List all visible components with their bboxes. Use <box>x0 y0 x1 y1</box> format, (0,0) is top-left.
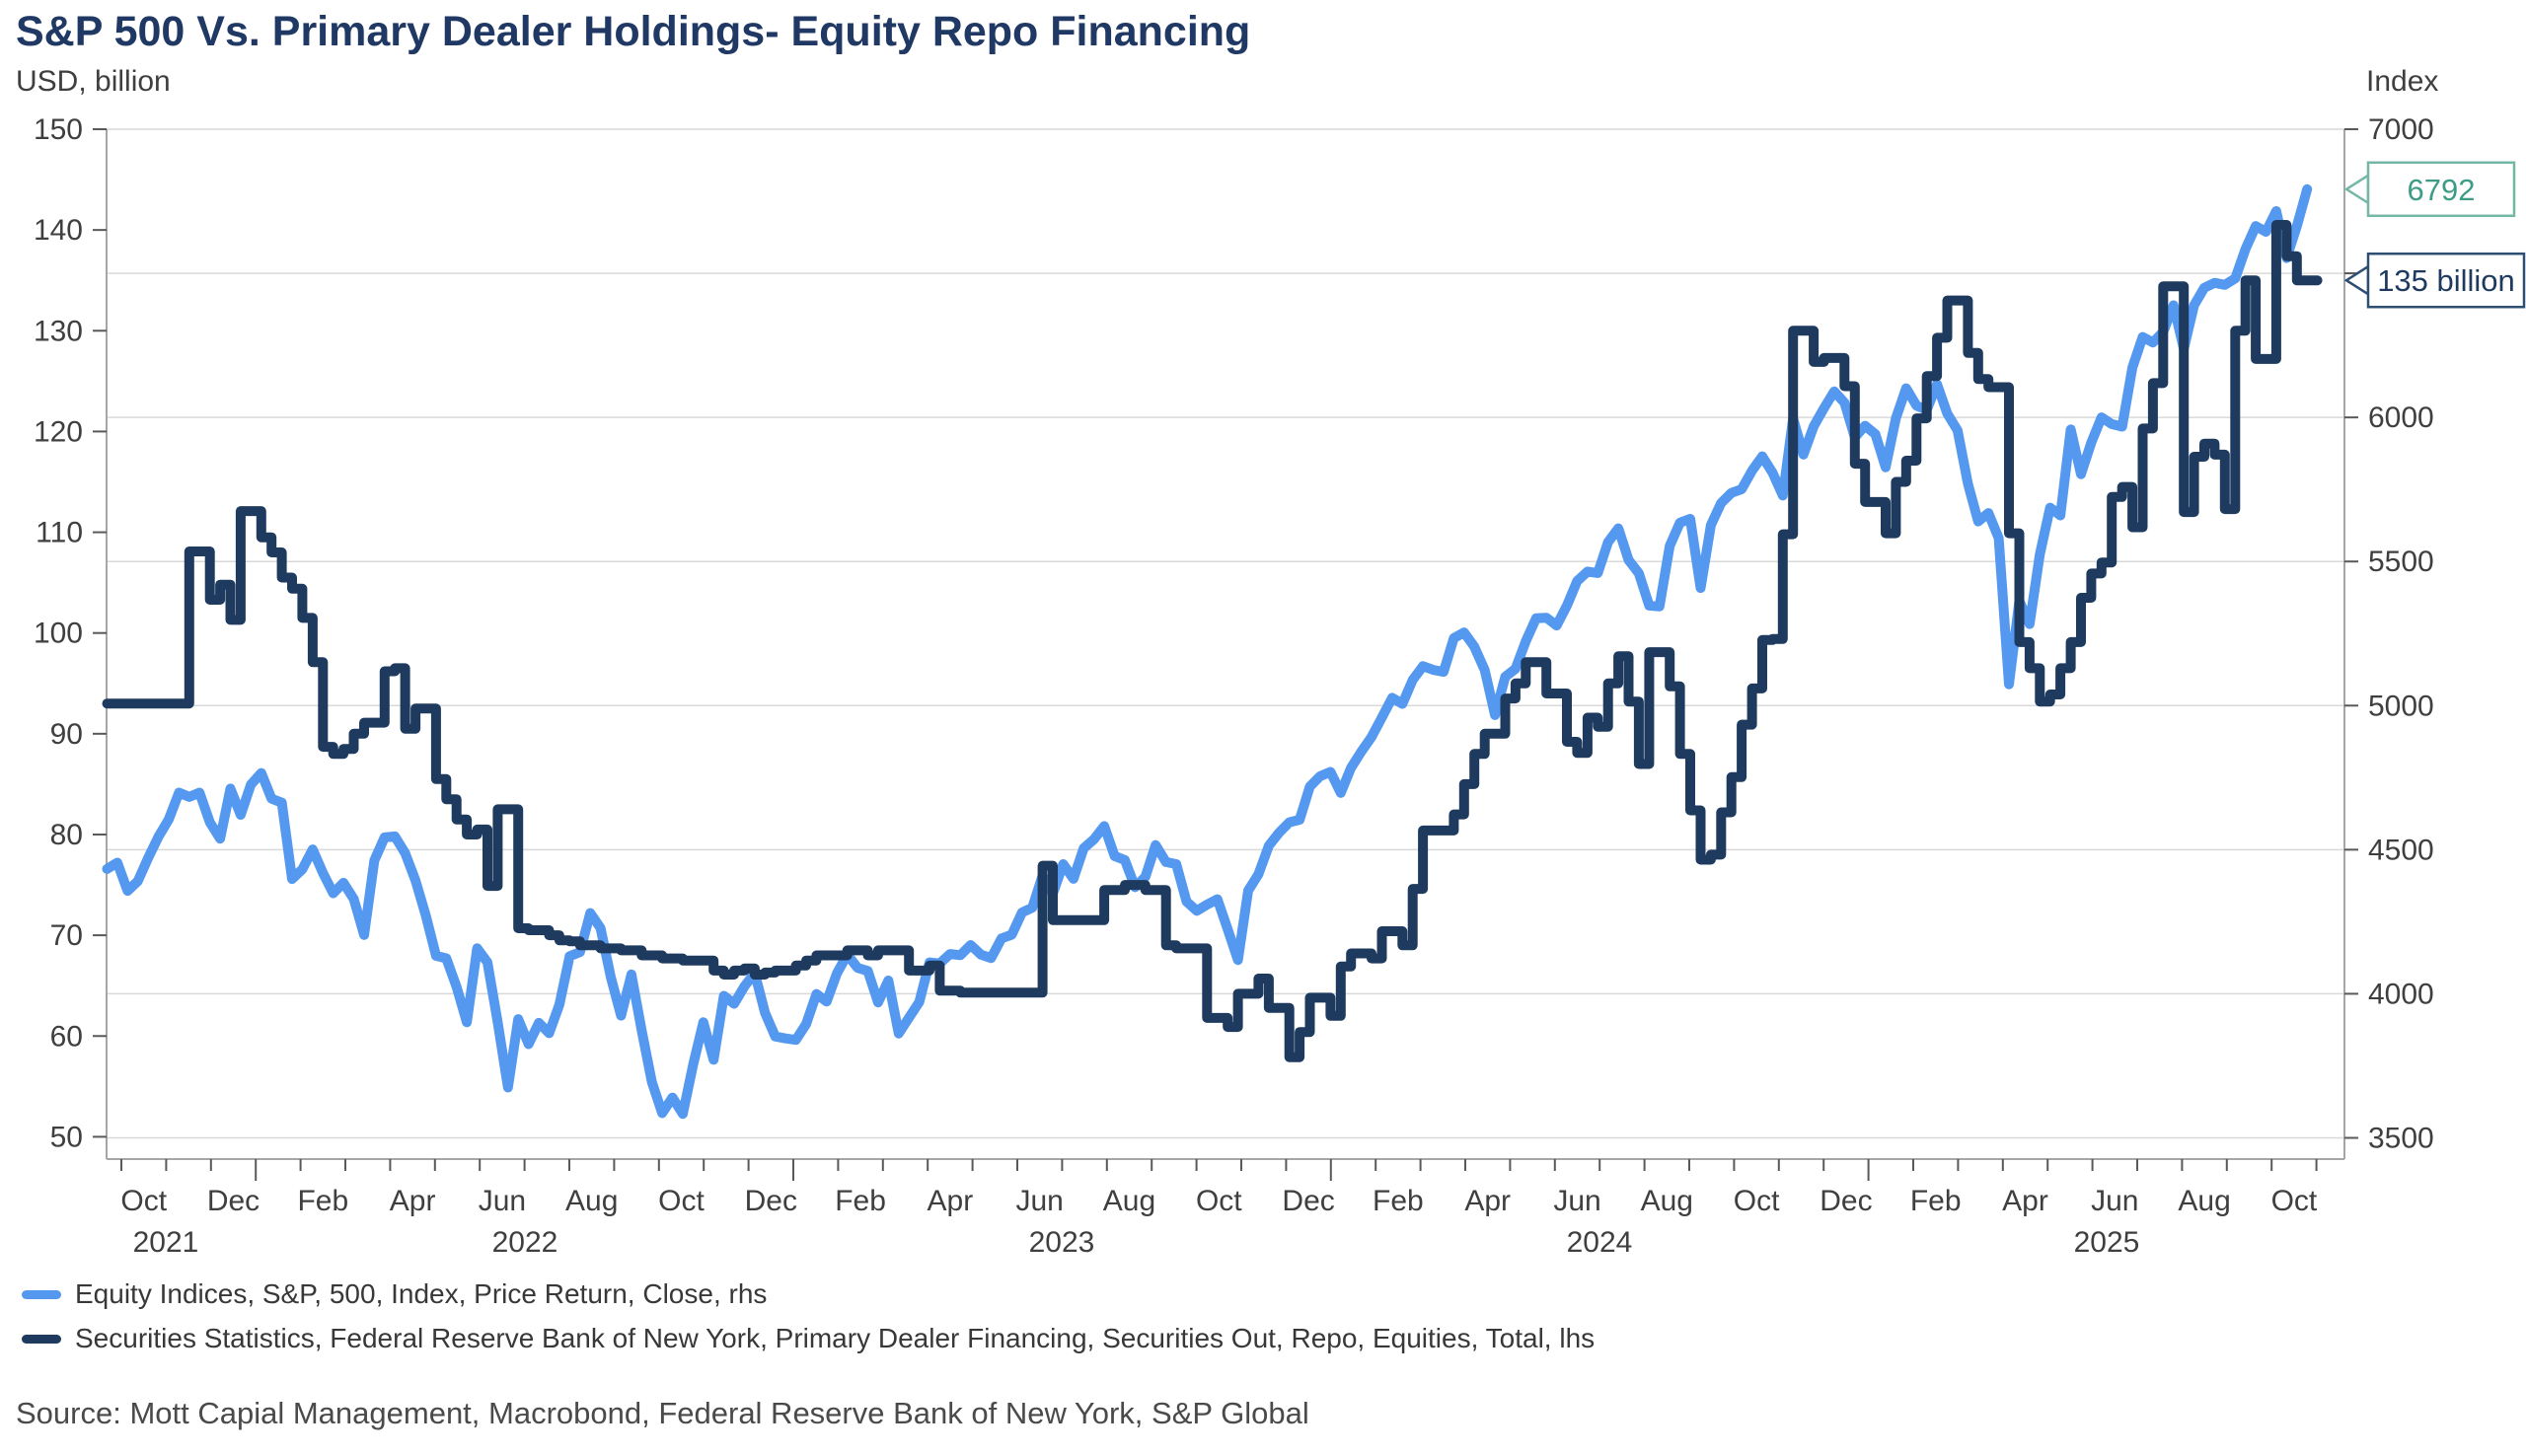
year-label-2023: 2023 <box>1029 1226 1095 1259</box>
month-label-3: Dec <box>207 1185 260 1217</box>
month-label-17: Feb <box>835 1185 886 1217</box>
left-tick-label-60: 60 <box>50 1020 83 1053</box>
month-label-1: Oct <box>120 1185 167 1217</box>
month-label-15: Dec <box>745 1185 797 1217</box>
source-attribution: Source: Mott Capial Management, Macrobon… <box>16 1396 1309 1430</box>
month-label-49: Oct <box>2271 1185 2318 1217</box>
legend-label-sp500: Equity Indices, S&P, 500, Index, Price R… <box>75 1278 768 1309</box>
left-axis-unit-label: USD, billion <box>16 65 171 98</box>
right-tick-label-7000: 7000 <box>2368 113 2434 146</box>
left-tick-label-80: 80 <box>50 819 83 851</box>
year-label-2022: 2022 <box>492 1226 558 1259</box>
left-tick-label-130: 130 <box>34 315 83 347</box>
month-label-41: Feb <box>1910 1185 1962 1217</box>
month-label-19: Apr <box>928 1185 974 1217</box>
month-label-23: Aug <box>1103 1185 1155 1217</box>
month-label-43: Apr <box>2002 1185 2048 1217</box>
left-tick-label-110: 110 <box>36 517 83 549</box>
month-label-11: Aug <box>565 1185 618 1217</box>
callout-box-1 <box>2366 252 2526 309</box>
month-label-5: Feb <box>297 1185 348 1217</box>
month-label-45: Jun <box>2091 1185 2138 1217</box>
right-tick-label-5000: 5000 <box>2368 690 2434 722</box>
right-tick-label-5500: 5500 <box>2368 546 2434 578</box>
month-label-47: Aug <box>2178 1185 2230 1217</box>
left-tick-label-50: 50 <box>50 1121 83 1153</box>
callout-pointer-0 <box>2343 173 2370 206</box>
legend-label-repo: Securities Statistics, Federal Reserve B… <box>75 1323 1596 1353</box>
month-label-37: Oct <box>1734 1185 1780 1217</box>
left-tick-label-140: 140 <box>34 214 83 247</box>
year-label-2024: 2024 <box>1567 1226 1633 1259</box>
month-label-25: Oct <box>1196 1185 1242 1217</box>
right-tick-label-4500: 4500 <box>2368 834 2434 866</box>
sp500-line <box>102 183 2313 1120</box>
left-tick-label-150: 150 <box>34 113 83 146</box>
right-axis-unit-label: Index <box>2366 65 2439 98</box>
month-label-39: Dec <box>1820 1185 1872 1217</box>
month-label-7: Apr <box>390 1185 436 1217</box>
left-tick-label-100: 100 <box>34 618 83 650</box>
right-tick-label-3500: 3500 <box>2368 1122 2434 1154</box>
legend-item-repo: Securities Statistics, Federal Reserve B… <box>22 1323 1595 1354</box>
month-label-13: Oct <box>658 1185 705 1217</box>
callout-pointer-1 <box>2343 263 2370 297</box>
left-tick-label-70: 70 <box>50 919 83 952</box>
legend-item-sp500: Equity Indices, S&P, 500, Index, Price R… <box>22 1278 767 1310</box>
month-label-31: Apr <box>1464 1185 1511 1217</box>
sp500-legend-swatch-icon <box>22 1289 61 1299</box>
left-tick-label-120: 120 <box>34 415 83 448</box>
right-tick-label-6000: 6000 <box>2368 401 2434 434</box>
callout-label-0: 6792 <box>2408 173 2476 207</box>
year-label-2025: 2025 <box>2074 1226 2140 1259</box>
page-title: S&P 500 Vs. Primary Dealer Holdings- Equ… <box>16 8 1251 55</box>
callout-label-1: 135 billion <box>2377 263 2515 298</box>
year-label-2021: 2021 <box>133 1226 199 1259</box>
callout-box-0 <box>2366 161 2516 218</box>
month-label-35: Aug <box>1641 1185 1693 1217</box>
month-label-33: Jun <box>1553 1185 1600 1217</box>
left-tick-label-90: 90 <box>50 718 83 751</box>
month-label-21: Jun <box>1016 1185 1064 1217</box>
repo-step-line <box>102 220 2323 1062</box>
month-label-9: Jun <box>479 1185 526 1217</box>
right-tick-label-4000: 4000 <box>2368 978 2434 1010</box>
month-label-29: Feb <box>1373 1185 1424 1217</box>
repo-legend-swatch-icon <box>22 1334 61 1344</box>
month-label-27: Dec <box>1282 1185 1334 1217</box>
